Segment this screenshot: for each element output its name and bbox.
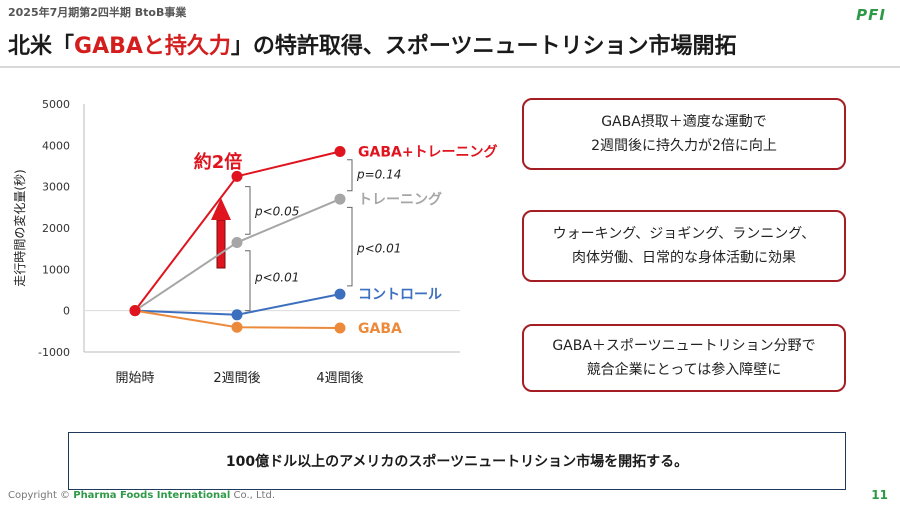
box-line: ウォーキング、ジョギング、ランニング、 — [552, 226, 816, 242]
y-tick-label: 3000 — [42, 181, 70, 194]
bracket-2wk-lower — [245, 250, 251, 312]
title-prefix: 北米「 — [8, 34, 75, 59]
market-message: 100億ドル以上のアメリカのスポーツニュートリション市場を開拓する。 — [225, 454, 689, 470]
data-point — [334, 322, 346, 334]
series-label: GABA+トレーニング — [358, 144, 498, 161]
p-value-label: p=0.14 — [356, 167, 401, 181]
data-point — [129, 305, 141, 317]
box-line: 肉体労働、日常的な身体活動に効果 — [572, 250, 796, 266]
endurance-line-chart: 走行時間の変化量(秒) 5000 4000 3000 2000 1000 0 -1000 開始… — [12, 98, 498, 386]
data-point — [231, 321, 243, 333]
data-point — [231, 309, 243, 321]
series-label: GABA — [358, 321, 402, 337]
series-line — [134, 198, 341, 312]
y-tick-label: 2000 — [42, 222, 70, 235]
y-tick-label: 4000 — [42, 139, 70, 152]
finding-box-endurance: GABA摂取＋適度な運動で 2週間後に持久力が2倍に向上 — [522, 98, 846, 170]
company-logo: PFI — [856, 6, 886, 24]
title-highlight: GABAと持久力 — [74, 34, 231, 59]
copyright: Copyright © Pharma Foods International C… — [8, 490, 275, 501]
y-tick-label: 5000 — [42, 98, 70, 111]
y-tick-label: -1000 — [38, 346, 70, 359]
title-divider — [0, 66, 900, 68]
page-title: 北米「GABAと持久力」の特許取得、スポーツニュートリション市場開拓 — [8, 28, 736, 60]
data-point — [334, 146, 346, 158]
title-suffix: 」の特許取得、スポーツニュートリション市場開拓 — [230, 34, 737, 59]
arrow-label: 約2倍 — [194, 151, 243, 173]
y-tick-label: 0 — [63, 305, 70, 318]
x-tick-label: 4週間後 — [316, 371, 363, 386]
box-line: 競合企業にとっては参入障壁に — [586, 362, 782, 378]
finding-box-barrier: GABA＋スポーツニュートリション分野で 競合企業にとっては参入障壁に — [522, 324, 846, 392]
period-label: 2025年7月期第2四半期 BtoB事業 — [8, 6, 187, 19]
bracket-2wk-upper — [245, 186, 251, 235]
y-axis-label: 走行時間の変化量(秒) — [12, 169, 27, 286]
box-line: GABA摂取＋適度な運動で — [601, 114, 767, 130]
increase-arrow-head — [211, 198, 231, 220]
copyright-suffix: Co., Ltd. — [230, 490, 276, 501]
data-point — [334, 193, 346, 205]
p-value-label: p<0.01 — [356, 242, 401, 256]
page-number: 11 — [871, 488, 888, 502]
bracket-4wk-upper — [347, 159, 353, 192]
copyright-prefix: Copyright © — [8, 490, 74, 501]
y-tick-label: 1000 — [42, 263, 70, 276]
x-tick-label: 2週間後 — [213, 371, 260, 386]
series-label: コントロール — [358, 287, 442, 303]
box-line: 2週間後に持久力が2倍に向上 — [591, 138, 777, 154]
market-message-box: 100億ドル以上のアメリカのスポーツニュートリション市場を開拓する。 — [68, 432, 846, 490]
box-line: GABA＋スポーツニュートリション分野で — [552, 338, 816, 354]
finding-box-activities: ウォーキング、ジョギング、ランニング、 肉体労働、日常的な身体活動に効果 — [522, 210, 846, 282]
increase-arrow-shaft — [216, 219, 226, 269]
data-point — [334, 288, 346, 300]
x-tick-label: 開始時 — [115, 371, 154, 386]
p-value-label: p<0.05 — [254, 204, 299, 218]
data-point — [231, 170, 243, 182]
company-name: Pharma Foods International — [73, 490, 231, 501]
series-label: トレーニング — [358, 191, 442, 208]
p-value-label: p<0.01 — [254, 271, 299, 285]
data-point — [231, 236, 243, 248]
bracket-4wk-lower — [347, 206, 353, 287]
